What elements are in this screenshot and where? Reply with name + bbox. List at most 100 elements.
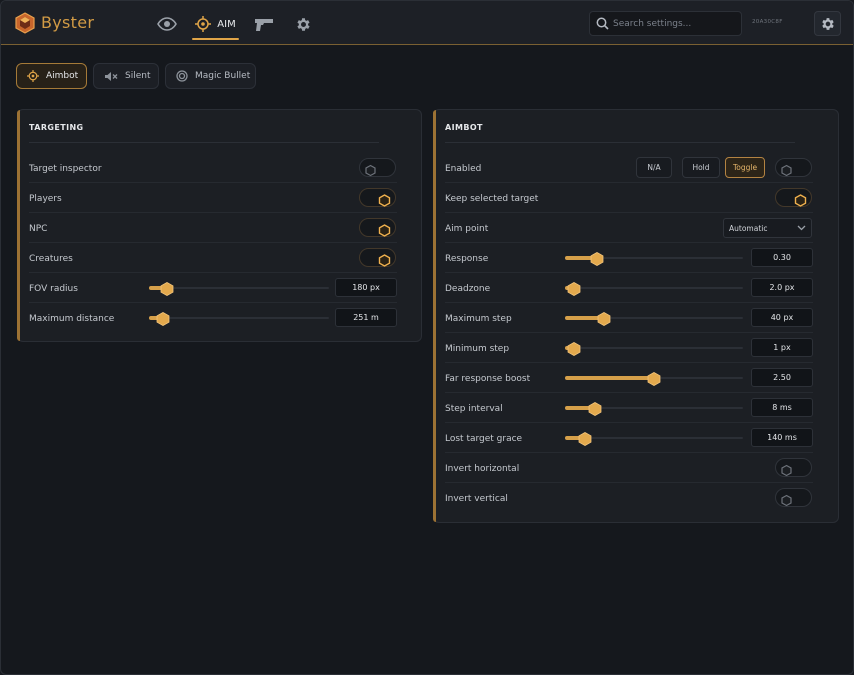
row-divider	[445, 242, 813, 243]
slider[interactable]	[565, 251, 743, 266]
target-icon	[176, 70, 188, 82]
setting-label: Target inspector	[29, 164, 102, 174]
invert-vertical-toggle[interactable]	[775, 488, 812, 507]
setting-row: Aim point Automatic	[445, 213, 813, 243]
setting-row: Maximum distance 251 m	[29, 303, 397, 333]
setting-row: Lost target grace 140 ms	[445, 423, 813, 453]
setting-label: Keep selected target	[445, 194, 539, 204]
row-divider	[29, 242, 397, 243]
row-divider	[445, 392, 813, 393]
slider-track	[149, 317, 329, 319]
slider-thumb[interactable]	[590, 251, 604, 270]
tab-aim[interactable]: AIM	[192, 9, 239, 40]
row-divider	[445, 332, 813, 333]
setting-label: Invert horizontal	[445, 464, 520, 474]
toggle-knob-icon	[378, 252, 391, 271]
enabled-toggle[interactable]	[775, 158, 812, 177]
slider-track	[565, 437, 743, 439]
slider-fill	[565, 436, 585, 440]
toggle-switch[interactable]	[359, 188, 396, 207]
toggle-switch[interactable]	[359, 158, 396, 177]
mode-button-na[interactable]: N/A	[636, 157, 672, 178]
keep-target-toggle[interactable]	[775, 188, 812, 207]
value-field[interactable]: 180 px	[335, 278, 397, 297]
row-divider	[29, 272, 397, 273]
panel-accent	[433, 110, 436, 522]
setting-label: Maximum distance	[29, 314, 115, 324]
subtab-aimbot[interactable]: Aimbot	[16, 63, 87, 89]
row-divider	[445, 212, 813, 213]
slider-fill	[565, 316, 604, 320]
toggle-switch[interactable]	[359, 248, 396, 267]
setting-label: Minimum step	[445, 344, 510, 354]
slider[interactable]	[565, 341, 743, 356]
setting-label: Step interval	[445, 404, 503, 414]
slider-thumb[interactable]	[588, 401, 602, 420]
setting-row: Response 0.30	[445, 243, 813, 273]
chevron-down-icon	[797, 225, 806, 231]
setting-row: Target inspector	[29, 153, 397, 183]
search-input[interactable]	[613, 16, 737, 32]
slider[interactable]	[565, 311, 743, 326]
slider-thumb[interactable]	[647, 371, 661, 390]
row-divider	[445, 302, 813, 303]
divider	[445, 142, 795, 143]
value-field[interactable]: 1 px	[751, 338, 813, 357]
slider[interactable]	[565, 281, 743, 296]
value-field[interactable]: 40 px	[751, 308, 813, 327]
slider[interactable]	[149, 281, 329, 296]
subtab-silent-label: Silent	[125, 71, 151, 81]
targeting-panel: TARGETING Target inspector Players NPC Crea…	[17, 109, 422, 342]
toggle-switch[interactable]	[359, 218, 396, 237]
slider[interactable]	[565, 371, 743, 386]
row-divider	[29, 182, 397, 183]
setting-label: Deadzone	[445, 284, 491, 294]
setting-label: Response	[445, 254, 489, 264]
slider-fill	[565, 376, 654, 380]
toggle-knob-icon	[780, 492, 793, 511]
search-icon	[596, 17, 609, 30]
tab-weapons[interactable]	[252, 9, 276, 39]
eye-icon	[157, 17, 177, 31]
search-box[interactable]	[589, 11, 742, 36]
slider-thumb[interactable]	[597, 311, 611, 330]
tab-visuals[interactable]	[155, 9, 179, 39]
value-field[interactable]: 8 ms	[751, 398, 813, 417]
value-field[interactable]: 2.50	[751, 368, 813, 387]
slider-fill	[149, 286, 167, 290]
setting-label: FOV radius	[29, 284, 78, 294]
slider-thumb[interactable]	[156, 311, 170, 330]
row-divider	[29, 212, 397, 213]
slider-thumb[interactable]	[567, 341, 581, 360]
value-field[interactable]: 251 m	[335, 308, 397, 327]
invert-horizontal-toggle[interactable]	[775, 458, 812, 477]
slider-thumb[interactable]	[578, 431, 592, 450]
value-field[interactable]: 2.0 px	[751, 278, 813, 297]
setting-row: FOV radius 180 px	[29, 273, 397, 303]
tab-aim-label: AIM	[217, 18, 236, 30]
slider-thumb[interactable]	[567, 281, 581, 300]
value-field[interactable]: 0.30	[751, 248, 813, 267]
value-field[interactable]: 140 ms	[751, 428, 813, 447]
logo-icon	[15, 12, 35, 34]
top-bar: Byster AIM	[1, 1, 853, 45]
mode-button-toggle[interactable]: Toggle	[725, 157, 765, 178]
aim-point-select[interactable]: Automatic	[723, 218, 812, 238]
slider-thumb[interactable]	[160, 281, 174, 300]
subtab-magic-bullet[interactable]: Magic Bullet	[165, 63, 256, 89]
aim-point-value: Automatic	[729, 224, 768, 233]
gear-icon	[296, 17, 310, 31]
pistol-icon	[255, 18, 273, 31]
row-divider	[29, 302, 397, 303]
setting-label: Maximum step	[445, 314, 512, 324]
tab-settings[interactable]	[291, 9, 315, 39]
slider-fill	[565, 256, 597, 260]
slider[interactable]	[149, 311, 329, 326]
slider[interactable]	[565, 431, 743, 446]
settings-button[interactable]	[814, 11, 841, 36]
subtab-silent[interactable]: Silent	[93, 63, 159, 89]
slider[interactable]	[565, 401, 743, 416]
panel-accent	[17, 110, 20, 341]
mode-button-hold[interactable]: Hold	[682, 157, 720, 178]
